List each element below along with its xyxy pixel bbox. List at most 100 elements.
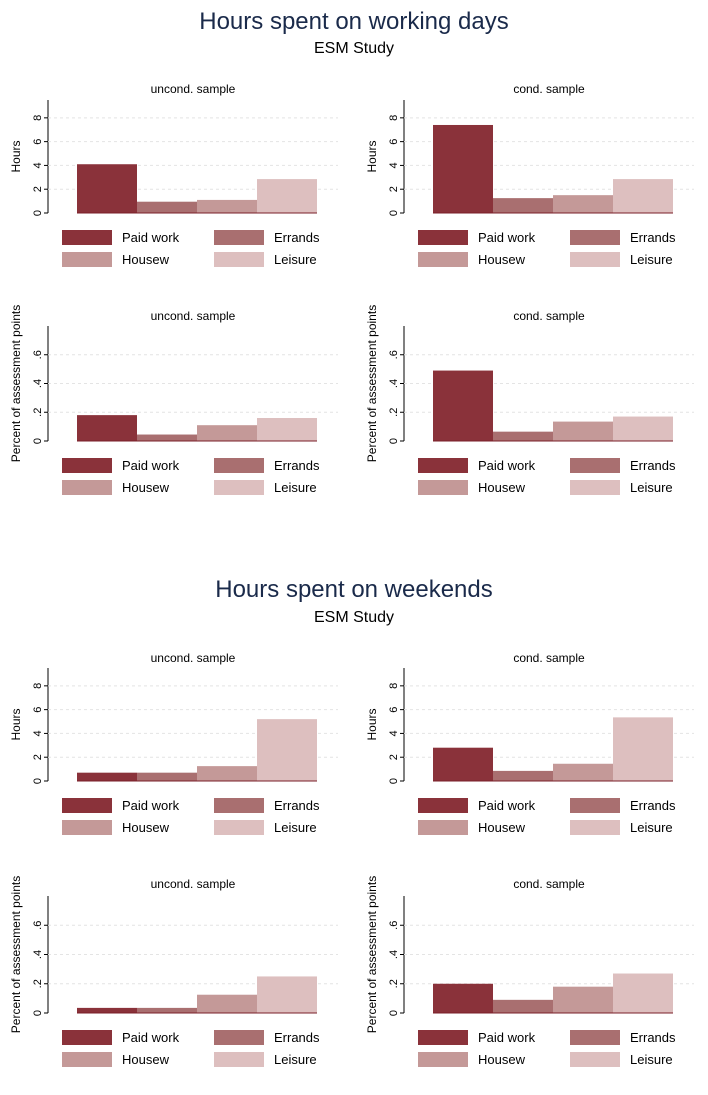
bar-errands <box>137 1007 197 1013</box>
y-tick-label: 0 <box>388 1010 400 1016</box>
bar-leisure <box>257 418 317 441</box>
legend-swatch <box>62 798 112 813</box>
y-tick-label: .4 <box>388 379 400 388</box>
y-tick-label: 8 <box>32 683 44 689</box>
legend-label: Housew <box>478 252 526 267</box>
panel-title: uncond. sample <box>151 651 236 665</box>
y-axis-label: Hours <box>9 140 23 172</box>
legend-swatch <box>214 1052 264 1067</box>
y-tick-label: 2 <box>388 754 400 760</box>
legend-label: Leisure <box>630 252 673 267</box>
y-tick-label: 6 <box>32 139 44 145</box>
y-tick-label: .4 <box>388 950 400 959</box>
legend-label: Errands <box>274 230 320 245</box>
legend-label: Housew <box>478 820 526 835</box>
y-axis-label: Percent of assessment points <box>365 876 379 1033</box>
y-tick-label: 4 <box>32 162 44 168</box>
panel-title: uncond. sample <box>151 82 236 96</box>
legend-label: Leisure <box>274 820 317 835</box>
panel-title: cond. sample <box>513 309 585 323</box>
y-tick-label: .6 <box>32 350 44 359</box>
legend-label: Leisure <box>274 480 317 495</box>
legend-label: Errands <box>630 798 676 813</box>
legend-swatch <box>570 252 620 267</box>
bar-errands <box>493 431 553 441</box>
legend-label: Paid work <box>478 1030 536 1045</box>
section-title-working-days: Hours spent on working days <box>199 8 509 35</box>
bar-errands <box>493 770 553 781</box>
bar-paid-work <box>77 1007 137 1013</box>
bar-paid-work <box>433 747 493 781</box>
legend-label: Leisure <box>630 820 673 835</box>
legend-swatch <box>214 458 264 473</box>
legend-label: Errands <box>274 1030 320 1045</box>
bar-leisure <box>257 719 317 781</box>
bar-leisure <box>613 717 673 781</box>
bar-leisure <box>613 973 673 1013</box>
legend-swatch <box>62 458 112 473</box>
y-tick-label: 6 <box>388 139 400 145</box>
legend-swatch <box>214 798 264 813</box>
bar-housew <box>197 766 257 781</box>
y-tick-label: 0 <box>388 438 400 444</box>
legend-label: Leisure <box>630 480 673 495</box>
y-axis-label: Percent of assessment points <box>9 876 23 1033</box>
legend-swatch <box>418 798 468 813</box>
y-tick-label: 8 <box>32 115 44 121</box>
bar-housew <box>197 199 257 213</box>
legend-swatch <box>214 480 264 495</box>
y-tick-label: 4 <box>32 730 44 736</box>
bar-errands <box>493 198 553 213</box>
legend-swatch <box>418 1052 468 1067</box>
legend-label: Errands <box>274 798 320 813</box>
legend-label: Paid work <box>122 458 180 473</box>
legend-label: Errands <box>630 230 676 245</box>
legend-swatch <box>570 230 620 245</box>
legend-label: Paid work <box>478 230 536 245</box>
y-tick-label: 0 <box>32 1010 44 1016</box>
legend-label: Housew <box>478 1052 526 1067</box>
bar-housew <box>553 763 613 781</box>
legend-label: Leisure <box>274 252 317 267</box>
y-tick-label: 0 <box>388 778 400 784</box>
legend-swatch <box>418 252 468 267</box>
legend-label: Leisure <box>630 1052 673 1067</box>
legend-swatch <box>418 1030 468 1045</box>
bar-paid-work <box>433 370 493 441</box>
legend-swatch <box>570 798 620 813</box>
legend-swatch <box>214 252 264 267</box>
legend-label: Paid work <box>122 230 180 245</box>
section-title-weekends: Hours spent on weekends <box>215 576 493 603</box>
legend-swatch <box>214 1030 264 1045</box>
y-tick-label: 8 <box>388 683 400 689</box>
legend-label: Errands <box>630 1030 676 1045</box>
y-tick-label: 0 <box>32 438 44 444</box>
y-tick-label: 6 <box>388 707 400 713</box>
bar-paid-work <box>433 124 493 213</box>
bar-leisure <box>257 976 317 1013</box>
bar-errands <box>137 772 197 781</box>
bar-errands <box>137 201 197 213</box>
bar-housew <box>197 994 257 1013</box>
legend-swatch <box>214 230 264 245</box>
legend-label: Paid work <box>122 1030 180 1045</box>
legend-label: Housew <box>122 820 170 835</box>
y-tick-label: 0 <box>388 210 400 216</box>
bar-paid-work <box>77 164 137 213</box>
bar-errands <box>493 999 553 1013</box>
legend-swatch <box>418 458 468 473</box>
y-axis-label: Hours <box>365 140 379 172</box>
bar-paid-work <box>433 983 493 1013</box>
y-tick-label: 2 <box>32 186 44 192</box>
panel-title: cond. sample <box>513 82 585 96</box>
legend-swatch <box>418 480 468 495</box>
y-tick-label: 4 <box>388 730 400 736</box>
y-tick-label: .2 <box>388 408 400 417</box>
y-tick-label: .6 <box>388 921 400 930</box>
legend-label: Paid work <box>478 458 536 473</box>
legend-swatch <box>214 820 264 835</box>
y-tick-label: .4 <box>32 950 44 959</box>
legend-swatch <box>570 1052 620 1067</box>
legend-swatch <box>570 1030 620 1045</box>
